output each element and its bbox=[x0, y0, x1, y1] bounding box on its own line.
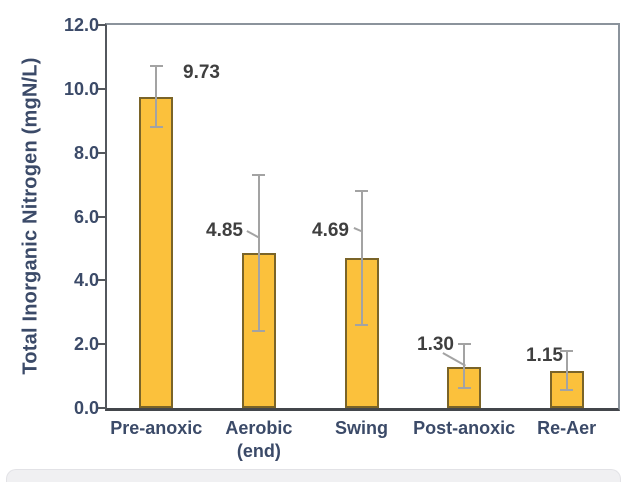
x-category-label: Re-Aer bbox=[537, 418, 597, 438]
y-tick-label: 6.0 bbox=[73, 206, 99, 227]
error-bar-line bbox=[155, 66, 158, 128]
y-tick-label: 12.0 bbox=[63, 15, 99, 35]
y-tick-mark bbox=[98, 343, 106, 346]
x-category-label: Aerobic (end) bbox=[225, 418, 293, 461]
error-bar-line bbox=[360, 190, 363, 325]
error-bar-cap bbox=[149, 126, 163, 129]
error-bar-cap bbox=[560, 349, 574, 352]
y-tick-label: 8.0 bbox=[73, 142, 99, 163]
y-tick-mark bbox=[98, 87, 106, 90]
data-label: 1.30 bbox=[417, 334, 454, 355]
data-label: 4.85 bbox=[206, 220, 243, 241]
y-tick-mark bbox=[98, 279, 106, 282]
bottom-card-edge bbox=[6, 469, 621, 482]
y-tick-mark bbox=[98, 407, 106, 409]
x-category-label: Pre-anoxic bbox=[110, 418, 203, 438]
y-tick-label: 4.0 bbox=[73, 270, 99, 291]
error-bar-cap bbox=[252, 330, 266, 333]
error-bar-cap bbox=[149, 65, 163, 68]
error-bar-cap bbox=[252, 174, 266, 176]
y-tick-label: 10.0 bbox=[63, 78, 99, 99]
bar bbox=[139, 97, 174, 408]
y-tick-mark bbox=[98, 24, 106, 26]
y-tick-label: 2.0 bbox=[73, 334, 99, 355]
x-category-label: Swing bbox=[335, 418, 388, 438]
error-bar-cap bbox=[457, 343, 471, 346]
data-label: 4.69 bbox=[312, 220, 349, 241]
error-bar-line bbox=[565, 350, 568, 391]
y-tick-mark bbox=[98, 151, 106, 154]
data-label: 9.73 bbox=[183, 62, 220, 83]
y-tick-mark bbox=[98, 215, 106, 218]
x-category-label: Post-anoxic bbox=[413, 418, 516, 438]
error-bar-cap bbox=[355, 189, 368, 192]
error-bar-cap bbox=[355, 324, 368, 327]
error-bar-cap bbox=[560, 389, 574, 392]
y-tick-label: 0.0 bbox=[73, 398, 99, 418]
error-bar-cap bbox=[457, 386, 471, 389]
plot-area bbox=[105, 23, 620, 411]
error-bar-line bbox=[257, 175, 260, 332]
data-label: 1.15 bbox=[526, 345, 563, 366]
